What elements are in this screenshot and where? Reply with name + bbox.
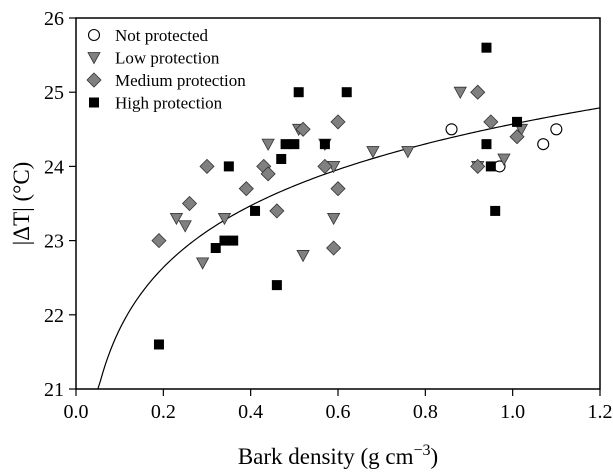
x-tick-label: 0.2 xyxy=(151,401,176,423)
x-axis-label-main: Bark density (g cm xyxy=(238,444,414,469)
data-point xyxy=(296,250,310,263)
x-tick-label: 0.0 xyxy=(64,401,89,423)
fit-curve xyxy=(97,107,601,390)
legend: Not protected Low protection Medium protec… xyxy=(86,26,246,113)
legend-label: Medium protection xyxy=(115,71,246,90)
data-point xyxy=(317,158,333,174)
data-point xyxy=(366,146,380,159)
legend-marker xyxy=(87,52,101,65)
data-point xyxy=(326,240,342,256)
y-axis-label: |ΔT| (°C) xyxy=(9,162,34,246)
x-axis-label-superscript: −3 xyxy=(413,442,430,459)
data-point xyxy=(481,42,492,53)
legend-label: High protection xyxy=(115,94,223,113)
y-tick-label: 21 xyxy=(44,379,64,401)
x-tick-label: 1.2 xyxy=(588,401,613,423)
x-tick-label: 0.6 xyxy=(326,401,351,423)
plot-frame xyxy=(75,17,601,390)
data-point xyxy=(453,86,467,100)
data-point xyxy=(326,212,341,226)
data-point xyxy=(485,161,496,172)
data-point xyxy=(330,114,346,130)
x-tick-label: 0.8 xyxy=(413,401,438,423)
legend-marker xyxy=(86,72,102,88)
data-point xyxy=(512,116,523,127)
data-point xyxy=(537,138,550,151)
data-point xyxy=(250,205,261,216)
data-point xyxy=(178,220,192,233)
x-tick-label: 1.0 xyxy=(500,401,525,423)
x-tick-label: 0.4 xyxy=(238,401,263,423)
x-axis-label-close: ) xyxy=(431,444,439,469)
data-point xyxy=(169,212,184,226)
y-tick-label: 25 xyxy=(44,82,64,104)
data-point xyxy=(260,166,276,182)
data-point xyxy=(481,139,492,150)
data-point xyxy=(289,139,300,150)
data-point xyxy=(153,339,164,350)
legend-label: Not protected xyxy=(115,26,208,45)
legend-marker xyxy=(87,28,101,42)
data-point xyxy=(217,212,232,226)
data-points-layer xyxy=(151,42,563,350)
data-point xyxy=(195,257,210,270)
data-point xyxy=(319,139,330,150)
data-point xyxy=(181,195,198,212)
x-axis-label: Bark density (g cm−3) xyxy=(238,442,438,469)
y-tick-label: 26 xyxy=(44,8,64,30)
series-diamond xyxy=(151,84,525,256)
y-tick-label: 22 xyxy=(44,305,64,327)
data-point xyxy=(210,243,221,254)
data-point xyxy=(490,205,501,216)
data-point xyxy=(330,181,346,197)
legend-label: Low protection xyxy=(115,49,220,68)
y-tick-label: 23 xyxy=(44,231,64,253)
data-point xyxy=(509,129,525,145)
y-tick-label: 24 xyxy=(44,156,64,178)
data-point xyxy=(199,158,215,174)
fit-curve-layer xyxy=(97,107,601,390)
data-point xyxy=(470,158,486,174)
data-point xyxy=(293,87,304,98)
data-point xyxy=(219,235,230,246)
legend-marker xyxy=(89,97,99,108)
data-point xyxy=(228,235,239,246)
data-point xyxy=(238,181,254,197)
data-point xyxy=(151,233,167,249)
data-point xyxy=(271,280,282,291)
data-point xyxy=(295,121,311,137)
data-point xyxy=(280,139,291,150)
data-point xyxy=(483,114,499,130)
series-square xyxy=(153,42,523,350)
data-point xyxy=(401,146,415,159)
data-point xyxy=(497,153,511,166)
data-point xyxy=(276,153,287,164)
data-point xyxy=(261,138,275,151)
data-point xyxy=(341,87,352,98)
data-point xyxy=(223,161,234,172)
data-point xyxy=(269,203,285,219)
data-point xyxy=(550,123,563,136)
data-point xyxy=(470,84,486,100)
series-open-circle xyxy=(445,123,563,173)
data-point xyxy=(445,123,458,136)
axis-ticks: 0.0 0.2 0.4 0.6 0.8 1.0 1.2 21 22 23 24 25 26 xyxy=(44,8,613,423)
